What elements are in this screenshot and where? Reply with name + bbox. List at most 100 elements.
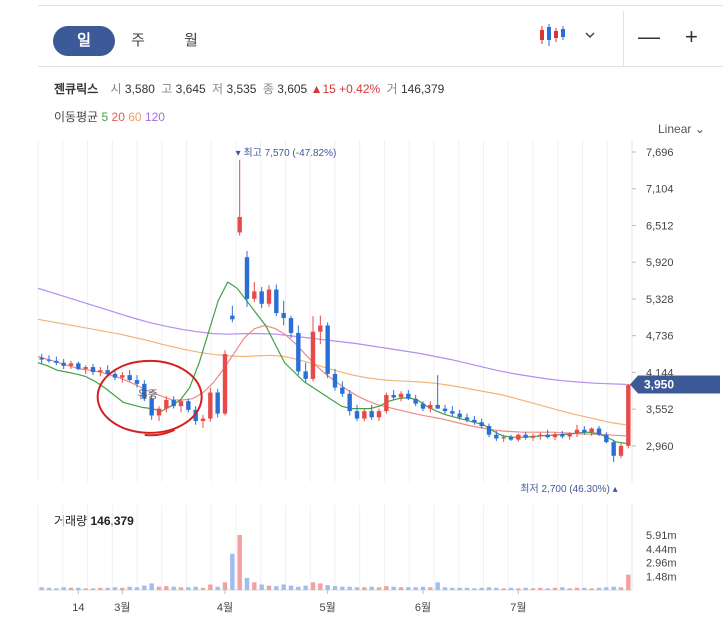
ma120-legend[interactable]: 120 [144,110,165,124]
high-price-marker: ▾ 최고 7,570 (-47.82%) [236,147,337,159]
candle-body [39,357,44,360]
volume-bar [545,588,550,590]
candle [222,350,228,416]
volume-bar [178,587,184,590]
candle-body [428,404,433,409]
candle-body [450,411,455,414]
change-percent: +0.42% [339,82,381,96]
tab-day[interactable]: 일 [53,26,115,56]
volume-bar [142,585,147,590]
candle-body [149,398,154,416]
candle-body [127,375,132,381]
volume-bar [288,585,294,590]
volume-bar [222,582,228,590]
candle-body [494,434,499,439]
volume-bar [464,587,470,590]
volume-bar [501,588,506,590]
candle-body [523,434,528,438]
candle [464,413,470,423]
candle [442,404,448,414]
scale-mode-dropdown[interactable]: Linear ⌄ [658,122,705,136]
candle [354,404,360,422]
candle-body [626,384,631,446]
volume-y-tick: 4.44m [646,544,677,556]
ma60-line [37,318,627,426]
annotation-label: 유증 [138,388,158,401]
volume-bar [310,582,316,590]
candle-body [281,313,286,319]
candle [406,390,411,400]
ma5-legend[interactable]: 5 [101,110,109,124]
low-value: 3,535 [226,82,257,96]
candle-body [362,411,367,419]
candle [523,432,528,440]
candle [457,409,462,420]
candle-body [230,315,235,320]
candle [508,434,514,441]
volume-bar [596,587,602,590]
candle [310,316,316,382]
candle-body [98,370,103,373]
volume-bar [120,587,125,590]
candle-body [442,408,448,412]
candle [391,390,396,400]
candle [178,398,184,413]
volume-bar [604,587,609,590]
y-tick-label: 7,104 [646,184,674,196]
candle [54,356,59,366]
volume-bar [244,577,250,590]
zoom-in-button[interactable]: + [685,24,698,49]
volume-bar [391,586,396,590]
candle [435,375,440,409]
candle-body [171,399,176,407]
candle-body [501,437,506,439]
volume-bar [98,587,103,590]
candle [618,443,624,459]
ma60-legend[interactable]: 60 [128,110,142,124]
annotation-stroke [144,428,176,437]
volume-bar [46,587,52,590]
candle [340,381,345,397]
volume-bar [552,587,558,590]
candle-body [413,398,418,404]
candle [98,367,103,377]
candle [604,432,609,444]
candlestick-icon[interactable] [538,22,566,48]
candle-body [120,375,125,378]
volume-bar [164,586,169,590]
volume-bar [134,587,140,590]
volume-bar [589,588,594,590]
candle-body [479,422,484,427]
zoom-out-button[interactable]: — [638,24,660,49]
volume-bar [149,583,154,590]
y-tick-label: 3,552 [646,404,674,416]
price-chart[interactable]: 7,6967,1046,5125,9205,3284,7364,1443,552… [0,140,723,500]
candle [230,305,235,323]
volume-bar [472,588,477,590]
candle [325,322,330,379]
candle [90,363,96,376]
high-value: 3,645 [175,82,206,96]
candle [567,432,572,440]
tab-week[interactable]: 주 [131,32,145,49]
candle [274,284,279,317]
volume-bar [39,587,44,590]
chevron-down-icon[interactable] [584,30,596,40]
candle [501,434,506,443]
candle-body [354,411,360,419]
candle-body [347,393,352,412]
y-tick-label: 2,960 [646,441,674,453]
volume-bar [105,587,110,590]
volume-bar [193,586,198,590]
volume-bar [200,587,206,590]
candle [398,391,404,402]
ma20-legend[interactable]: 20 [111,110,125,124]
tab-month[interactable]: 월 [184,32,198,49]
high-label: 고 [161,82,173,96]
low-label: 저 [212,82,224,96]
candle-body [318,325,323,332]
volume-bar [611,586,616,590]
current-price-label: 3,950 [644,377,674,391]
candle-body [208,392,213,419]
